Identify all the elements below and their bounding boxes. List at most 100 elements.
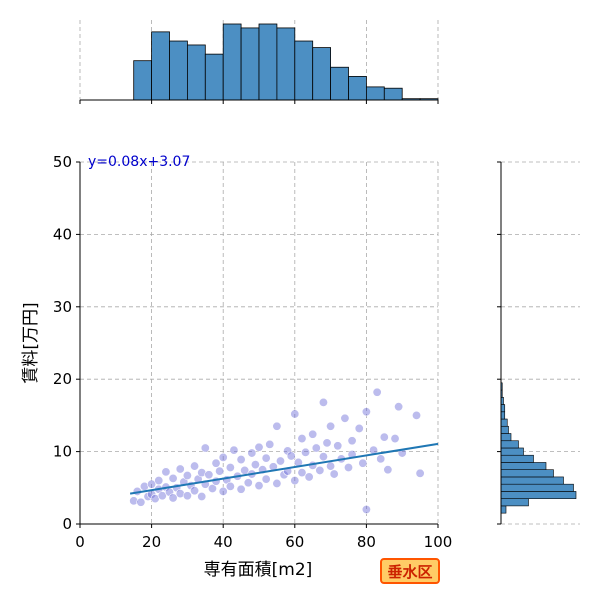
data-point [347,436,357,446]
y-hist-bar [500,418,508,427]
y-marginal-histogram [500,382,577,514]
y-hist-bar [500,411,506,420]
x-hist-bar [240,27,260,101]
data-point [290,409,300,419]
data-point [279,470,289,480]
data-point [247,448,257,458]
x-hist-bar [222,23,242,101]
data-point [225,463,235,473]
y-hist-bar [500,505,507,514]
data-point [175,489,185,499]
y-tick-label: 10 [53,443,72,461]
y-axis-label: 賃料[万円] [21,302,41,383]
data-point [225,481,235,491]
y-tick-label: 30 [53,298,72,316]
x-tick-label: 0 [75,533,85,551]
data-point [297,468,307,478]
x-hist-bar [365,86,385,101]
x-hist-bar [276,27,296,101]
y-hist-bar [500,425,509,434]
data-point [275,456,285,466]
axes: 0 20 40 60 80 100 0 10 20 30 40 50 [53,99,502,551]
data-point [311,443,321,453]
x-hist-bar [169,40,188,101]
y-hist-bar [500,433,512,442]
data-point [286,451,296,461]
data-point [250,460,260,470]
y-hist-bar [500,462,547,470]
regression-line-group [129,442,439,495]
data-point [361,407,371,417]
data-point [333,441,343,451]
y-hist-bar [500,469,554,478]
x-hist-bar [186,44,206,101]
data-point [412,410,422,420]
data-point [304,472,314,482]
data-point [372,387,382,397]
data-point [182,470,192,480]
data-point [129,496,139,506]
data-point [297,434,307,444]
y-tick-label: 50 [53,153,72,171]
data-point [394,402,404,412]
x-hist-bar [348,76,367,101]
data-point [326,461,336,471]
y-tick-label: 0 [62,515,72,533]
data-point [182,491,192,501]
data-point [211,458,221,468]
data-point [265,439,275,449]
data-point [243,478,253,488]
data-point [218,486,228,496]
x-tick-label: 100 [424,533,453,551]
y-tick-label: 40 [53,225,72,243]
data-point [329,469,339,479]
y-hist-bar [500,447,524,456]
data-point [236,484,246,494]
data-point [154,476,164,486]
data-point [136,497,146,507]
x-hist-bar [151,31,170,101]
data-point [318,452,328,462]
data-point [354,423,364,433]
data-point [358,458,368,468]
x-hist-bar [294,40,314,101]
data-point [343,463,353,473]
y-hist-bar [500,454,534,463]
data-point [190,461,200,471]
data-point [197,491,207,501]
data-point [197,468,207,478]
data-point [207,484,217,494]
data-point [340,413,350,423]
y-hist-bar [500,440,519,449]
x-hist-bar [330,66,349,101]
data-point [204,470,214,480]
data-point [322,438,332,448]
data-point [190,486,200,496]
data-point [415,468,425,478]
data-point [261,474,271,484]
x-tick-label: 80 [357,533,376,551]
x-hist-bar [383,87,403,101]
y-hist-bar [500,404,506,413]
data-point [318,397,328,407]
data-point [147,479,157,489]
data-point [272,478,282,488]
data-point [261,453,271,463]
data-point [168,473,178,483]
data-point [175,464,185,474]
data-point [161,467,171,477]
data-point [200,443,210,453]
x-hist-bar [133,60,152,101]
data-point [390,434,400,444]
data-point [254,481,264,491]
data-point [215,466,225,476]
data-point [326,421,336,431]
data-point [379,432,389,442]
data-point [308,429,318,439]
district-badge: 垂水区 [380,558,440,584]
y-hist-bar [500,483,574,492]
y-hist-bar [500,476,564,485]
x-hist-bar [312,47,332,101]
data-point [290,476,300,486]
